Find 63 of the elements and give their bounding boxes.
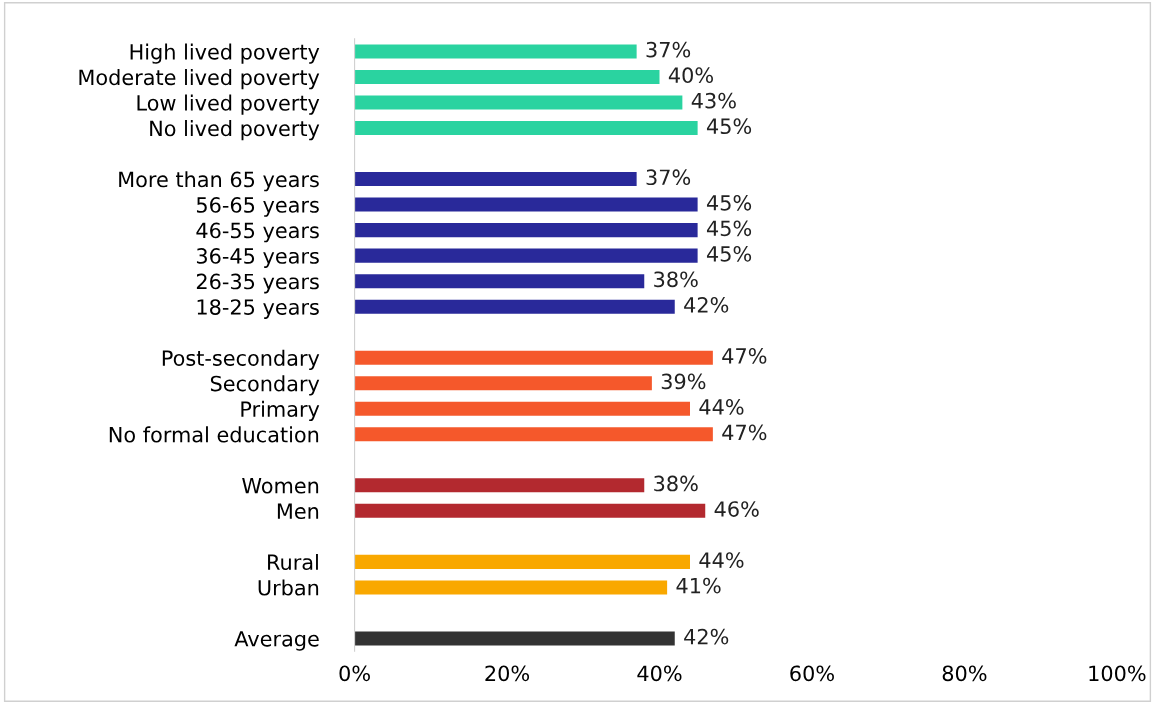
- data-label: 37%: [646, 169, 691, 186]
- bar: [354, 95, 683, 110]
- bar: [354, 376, 652, 391]
- bar: [354, 223, 698, 238]
- y-tick-label: Moderate lived poverty: [79, 69, 320, 90]
- y-tick-label: Urban: [258, 579, 319, 596]
- y-tick-label: 56-65 years: [196, 197, 319, 217]
- y-tick-label: Primary: [241, 400, 320, 422]
- x-tick-label: 20%: [485, 665, 530, 682]
- bar: [354, 197, 698, 212]
- y-tick-label: Women: [242, 478, 319, 494]
- bar: [354, 554, 690, 569]
- y-tick-label: Rural: [268, 553, 318, 571]
- bar: [354, 427, 713, 442]
- y-tick-label: 36-45 years: [196, 248, 319, 268]
- data-label: 37%: [646, 41, 691, 58]
- data-label: 45%: [706, 118, 752, 135]
- bar: [354, 401, 690, 416]
- y-tick-label: High lived poverty: [130, 43, 320, 64]
- y-tick-label: Secondary: [210, 375, 320, 396]
- y-tick-label: Average: [234, 631, 319, 651]
- data-label: 38%: [654, 475, 698, 492]
- data-label: 45%: [706, 220, 752, 237]
- bar: [354, 580, 668, 595]
- y-tick-label: No lived poverty: [150, 120, 320, 141]
- bar: [354, 248, 698, 263]
- y-tick-label: Post-secondary: [162, 349, 320, 370]
- y-tick-label: Men: [277, 503, 319, 520]
- x-tick-label: 100%: [1089, 665, 1146, 682]
- x-tick-label: 80%: [942, 665, 987, 682]
- bar: [354, 121, 698, 136]
- y-tick-label: 26-35 years: [196, 273, 319, 294]
- data-label: 44%: [699, 552, 744, 568]
- data-label: 38%: [654, 271, 698, 288]
- data-label: 40%: [668, 67, 713, 84]
- y-tick-label: 18-25 years: [197, 299, 319, 319]
- y-tick-label: No formal education: [109, 426, 319, 443]
- y-tick-label: More than 65 years: [119, 171, 319, 192]
- bar: [354, 478, 645, 493]
- y-tick-label: Low lived poverty: [137, 94, 320, 115]
- bar: [354, 350, 713, 365]
- bar: [354, 44, 637, 59]
- x-tick-label: 60%: [790, 665, 834, 682]
- data-label: 47%: [722, 424, 767, 441]
- data-label: 39%: [661, 373, 706, 390]
- bar: [354, 299, 675, 314]
- data-label: 44%: [699, 399, 744, 415]
- y-tick-label: 46-55 years: [196, 222, 319, 243]
- data-label: 42%: [684, 628, 729, 645]
- x-tick-label: 0%: [339, 665, 370, 682]
- bar: [354, 274, 645, 289]
- data-label: 41%: [676, 577, 721, 594]
- x-tick-label: 40%: [637, 665, 682, 682]
- data-label: 43%: [691, 92, 736, 109]
- data-label: 45%: [706, 245, 752, 262]
- data-label: 47%: [722, 348, 767, 364]
- bar: [354, 69, 660, 85]
- data-label: 45%: [706, 194, 752, 211]
- bar: [354, 172, 637, 187]
- data-label: 42%: [684, 296, 729, 313]
- data-label: 46%: [714, 501, 759, 517]
- bar: [354, 631, 675, 646]
- bar: [354, 503, 706, 518]
